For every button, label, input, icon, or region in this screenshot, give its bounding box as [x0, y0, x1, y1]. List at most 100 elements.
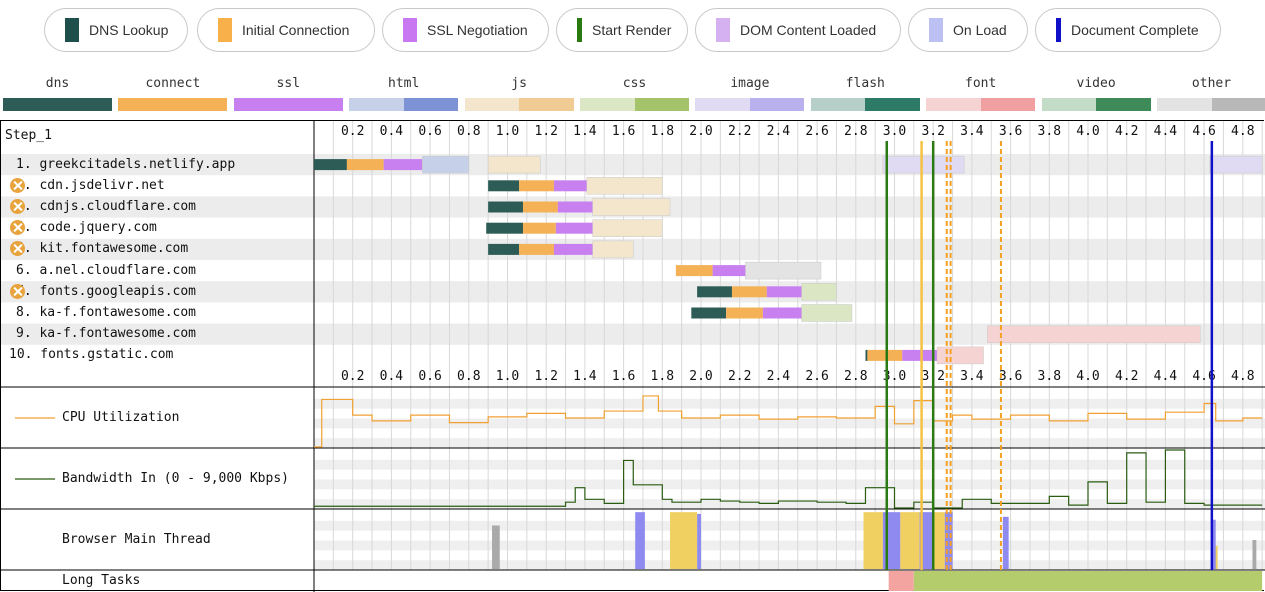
legend-ssl-negotiation[interactable]: SSL Negotiation	[382, 8, 549, 52]
type-legend-image: image	[695, 76, 805, 112]
bar-connect	[867, 349, 903, 361]
legend-label: On Load	[953, 22, 1007, 38]
x-tick-label: 2.8	[844, 124, 867, 139]
x-tick-label: 1.0	[496, 369, 519, 384]
type-legend-dns: dns	[3, 76, 112, 112]
x-tick-label: 2.0	[689, 369, 712, 384]
bar-dns	[865, 349, 868, 361]
bandwidth-label: Bandwidth In (0 - 9,000 Kbps)	[62, 471, 289, 486]
legend-label: SSL Negotiation	[427, 22, 528, 38]
type-legend-bar	[1041, 98, 1151, 111]
x-tick-label: 1.8	[651, 369, 674, 384]
section-stripe	[314, 459, 1265, 470]
bar-download	[422, 155, 470, 174]
main-thread-burst	[635, 512, 645, 569]
request-label[interactable]: 2. cdn.jsdelivr.net	[16, 177, 165, 193]
main-thread-burst	[697, 513, 701, 569]
main-thread-burst	[882, 512, 901, 569]
request-label[interactable]: 8. ka-f.fontawesome.com	[16, 305, 197, 320]
bar-extra	[1209, 155, 1263, 174]
warning-icon	[10, 177, 25, 193]
row-stripe	[1, 281, 1265, 303]
legend-swatch-ssl	[403, 18, 417, 42]
bar-download	[592, 198, 671, 216]
x-tick-label: 1.2	[534, 124, 557, 139]
type-legend-label: html	[388, 76, 420, 91]
legend-label: Initial Connection	[242, 22, 350, 38]
x-tick-label: 3.8	[1038, 124, 1061, 139]
x-tick-label: 0.8	[457, 369, 480, 384]
bar-ssl	[555, 222, 593, 234]
type-legend-label: dns	[45, 76, 70, 91]
legend-swatch-dcl	[716, 18, 730, 42]
main-thread-burst	[900, 512, 920, 569]
bar-download	[745, 261, 822, 280]
bar-ssl	[557, 201, 593, 213]
x-tick-label: 0.2	[341, 124, 364, 139]
legend-dom-content-loaded[interactable]: DOM Content Loaded	[695, 8, 901, 52]
request-label[interactable]: 4. code.jquery.com	[16, 220, 157, 236]
request-label[interactable]: 10. fonts.gstatic.com	[9, 347, 174, 363]
bar-connect	[519, 180, 554, 192]
warning-icon	[10, 241, 25, 257]
bar-dns	[691, 307, 727, 319]
x-tick-label: 2.6	[805, 369, 828, 384]
x-tick-label: 2.4	[767, 369, 791, 384]
bar-download	[801, 304, 853, 322]
bar-dns	[488, 201, 523, 213]
type-legend-label: image	[730, 76, 770, 91]
main-thread-burst	[1252, 540, 1257, 569]
warning-icon	[10, 220, 25, 236]
x-tick-label: 0.6	[418, 369, 441, 384]
bar-connect	[675, 265, 713, 277]
legend-label: Start Render	[592, 22, 672, 38]
bar-download	[586, 177, 663, 195]
section-stripe	[314, 398, 1265, 409]
type-legend-connect: connect	[118, 76, 228, 112]
x-tick-label: 1.4	[573, 369, 597, 384]
legend-dns-lookup[interactable]: DNS Lookup	[44, 8, 188, 52]
request-label[interactable]: 1. greekcitadels.netlify.app	[16, 156, 236, 172]
type-legend-label: font	[965, 76, 997, 91]
type-legend-font: font	[926, 76, 1036, 112]
main-thread-burst	[1002, 516, 1009, 569]
bar-ssl	[712, 265, 746, 277]
request-label[interactable]: 5. kit.fontawesome.com	[16, 241, 189, 257]
x-tick-label: 0.4	[380, 124, 404, 139]
request-label[interactable]: 3. cdnjs.cloudflare.com	[16, 199, 197, 214]
bandwidth-line	[314, 449, 1263, 509]
x-tick-label: 4.6	[1192, 124, 1215, 139]
legend-initial-connection[interactable]: Initial Connection	[197, 8, 375, 52]
bar-ssl	[383, 159, 423, 171]
x-tick-label: 3.6	[999, 124, 1022, 139]
legend-document-complete[interactable]: Document Complete	[1035, 8, 1221, 52]
type-legend-flash: flash	[810, 76, 920, 112]
x-tick-label: 0.8	[457, 124, 480, 139]
legend-swatch-connect	[218, 18, 232, 42]
type-legend-bar	[464, 98, 574, 111]
bar-connect	[519, 243, 554, 255]
legend-start-render[interactable]: Start Render	[556, 8, 688, 52]
bar-download	[936, 346, 984, 365]
x-tick-label: 1.6	[612, 369, 635, 384]
main-thread-burst	[670, 512, 698, 569]
x-tick-label: 1.8	[651, 124, 674, 139]
type-legend-bar	[926, 98, 1036, 111]
long-task-segment	[913, 571, 1263, 591]
legend-on-load[interactable]: On Load	[908, 8, 1028, 52]
metric-legend: DNS Lookup Initial Connection SSL Negoti…	[0, 8, 1265, 54]
type-legend-bar	[1157, 98, 1265, 111]
legend-label: DNS Lookup	[89, 22, 169, 38]
request-label[interactable]: 9. ka-f.fontawesome.com	[16, 326, 197, 342]
x-tick-label: 2.2	[728, 369, 751, 384]
type-legend-label: css	[622, 76, 647, 91]
request-label[interactable]: 6. a.nel.cloudflare.com	[16, 262, 197, 278]
bar-connect	[522, 222, 556, 234]
x-tick-label: 4.2	[1115, 124, 1138, 139]
x-tick-label: 2.4	[767, 124, 791, 139]
request-label[interactable]: 7. fonts.googleapis.com	[16, 283, 197, 299]
legend-label: DOM Content Loaded	[740, 22, 877, 38]
x-tick-label: 4.8	[1231, 369, 1254, 384]
cpu-label: CPU Utilization	[62, 410, 180, 425]
section-stripe	[314, 540, 1265, 551]
